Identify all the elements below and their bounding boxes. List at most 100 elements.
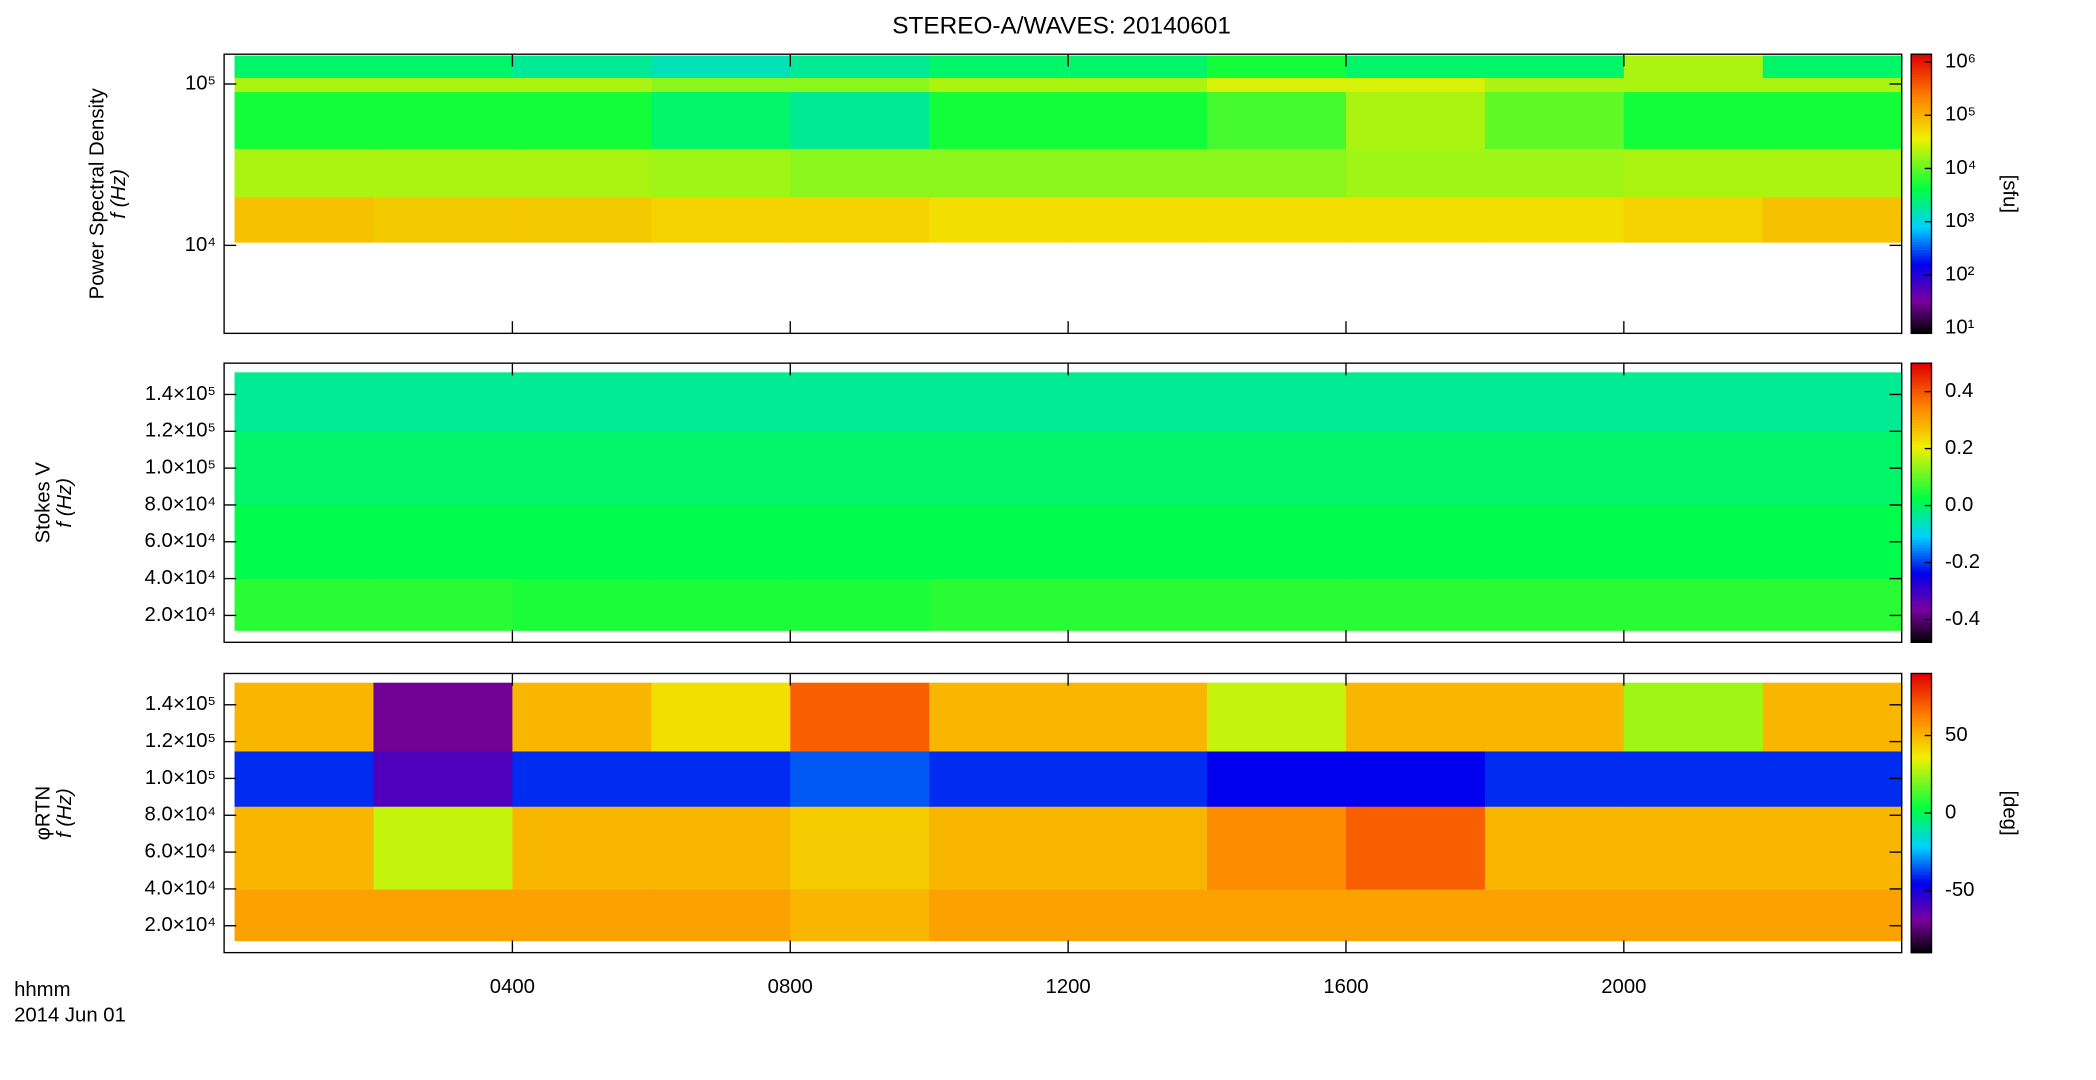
colorbar-label: [sfu]: [1998, 175, 2020, 213]
colorbar-swatch: [1911, 709, 1932, 714]
colorbar-swatch: [1911, 274, 1932, 279]
colorbar-swatch: [1911, 444, 1932, 448]
cell: [1762, 806, 1903, 890]
colorbar-swatch: [1911, 704, 1932, 708]
colorbar-swatch: [1911, 754, 1932, 758]
colorbar-swatch: [1911, 949, 1932, 954]
cell: [1068, 806, 1208, 890]
colorbar-swatch: [1911, 363, 1932, 367]
colorbar-swatch: [1911, 938, 1932, 943]
colorbar-swatch: [1911, 430, 1932, 434]
colorbar-swatch: [1911, 446, 1932, 451]
cell: [373, 91, 514, 149]
cell: [1068, 431, 1208, 506]
y-tick-label: 6.0×10⁴: [145, 530, 216, 552]
cell: [373, 77, 514, 93]
y-tick-label: 4.0×10⁴: [145, 877, 216, 899]
colorbar-swatch: [1911, 421, 1932, 426]
y-tick-label: 6.0×10⁴: [145, 840, 216, 862]
colorbar-swatch: [1911, 782, 1932, 786]
colorbar-tick-label: 10⁶: [1945, 50, 1976, 72]
cell: [1484, 682, 1625, 752]
colorbar-swatch: [1911, 271, 1932, 276]
colorbar-swatch: [1911, 216, 1932, 220]
colorbar-swatch: [1911, 480, 1932, 484]
colorbar-swatch: [1911, 793, 1932, 797]
y-tick-label: 1.0×10⁵: [145, 767, 216, 789]
y-tick-label: 1.0×10⁵: [145, 456, 216, 478]
colorbar-swatch: [1911, 910, 1932, 915]
colorbar-swatch: [1911, 611, 1932, 616]
cell: [512, 77, 653, 93]
colorbar-swatch: [1911, 413, 1932, 417]
cell: [1484, 504, 1625, 580]
colorbar-swatch: [1911, 796, 1932, 800]
colorbar-swatch: [1911, 299, 1932, 304]
colorbar-swatch: [1911, 589, 1932, 593]
date-label: 2014 Jun 01: [14, 1005, 126, 1027]
colorbar-swatch: [1911, 455, 1932, 459]
cell: [1623, 806, 1764, 890]
cell: [1484, 148, 1625, 198]
colorbar-swatch: [1911, 260, 1932, 265]
cell: [1207, 750, 1347, 807]
colorbar-swatch: [1911, 87, 1932, 92]
cell: [929, 806, 1069, 890]
colorbar-swatch: [1911, 600, 1932, 604]
colorbar-swatch: [1911, 575, 1932, 579]
cell: [1345, 196, 1486, 243]
colorbar-swatch: [1911, 418, 1932, 423]
cell: [373, 504, 514, 580]
colorbar-tick-label: 10²: [1945, 263, 1975, 285]
cell: [929, 750, 1069, 807]
colorbar-swatch: [1911, 399, 1932, 403]
colorbar-swatch: [1911, 723, 1932, 728]
cell: [1345, 148, 1486, 198]
cell: [1762, 148, 1903, 198]
cell: [790, 372, 930, 432]
colorbar-swatch: [1911, 241, 1932, 245]
cell: [790, 91, 930, 149]
cell: [1484, 91, 1625, 149]
colorbar-swatch: [1911, 458, 1932, 462]
colorbar-frame: [1910, 362, 1933, 643]
cell: [1762, 431, 1903, 506]
cell: [651, 504, 791, 580]
colorbar-swatch: [1911, 594, 1932, 599]
cell: [790, 888, 930, 942]
cell: [651, 806, 791, 890]
cell: [1345, 55, 1486, 79]
colorbar-swatch: [1911, 676, 1932, 680]
colorbar-swatch: [1911, 432, 1932, 437]
cell: [1345, 504, 1486, 580]
colorbar-swatch: [1911, 748, 1932, 753]
colorbar-swatch: [1911, 391, 1932, 395]
cell: [1207, 77, 1347, 93]
colorbar-swatch: [1911, 379, 1932, 384]
cell: [1068, 578, 1208, 631]
colorbar-swatch: [1911, 466, 1932, 470]
cell: [373, 682, 514, 752]
colorbar-swatch: [1911, 843, 1932, 848]
cell: [512, 578, 653, 631]
colorbar-swatch: [1911, 712, 1932, 717]
colorbar-swatch: [1911, 810, 1932, 814]
y-tick-label: 1.4×10⁵: [145, 383, 216, 405]
colorbar-swatch: [1911, 894, 1932, 898]
y-tick-label: 8.0×10⁴: [145, 804, 216, 826]
colorbar-swatch: [1911, 681, 1932, 686]
cell: [790, 682, 930, 752]
cell: [234, 372, 375, 432]
colorbar-swatch: [1911, 182, 1932, 187]
x-tick-label: 1200: [1046, 976, 1091, 998]
colorbar-swatch: [1911, 902, 1932, 906]
colorbar-swatch: [1911, 776, 1932, 781]
colorbar-swatch: [1911, 93, 1932, 97]
time-label: hhmm: [14, 979, 70, 1001]
colorbar-swatch: [1911, 90, 1932, 94]
colorbar-swatch: [1911, 460, 1932, 465]
cell: [651, 682, 791, 752]
cell: [1345, 578, 1486, 631]
colorbar-swatch: [1911, 438, 1932, 443]
colorbar-swatch: [1911, 266, 1932, 270]
